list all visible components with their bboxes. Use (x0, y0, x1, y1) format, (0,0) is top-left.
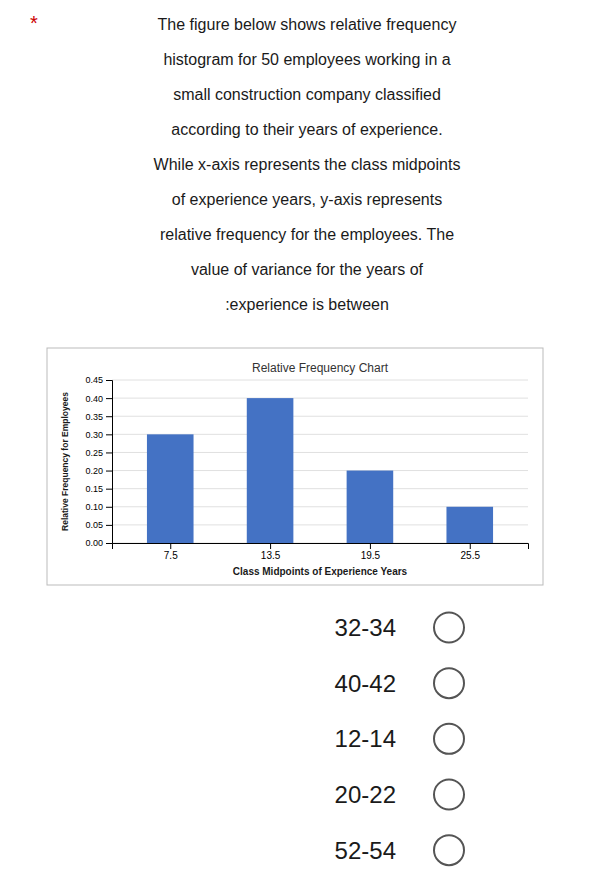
chart-title: Relative Frequency Chart (252, 361, 389, 375)
question-line: histogram for 50 employees working in a (163, 51, 450, 68)
y-tick-mark (106, 525, 112, 526)
x-tick: 19.5 (361, 543, 381, 561)
option-label[interactable]: 52-54 (335, 837, 396, 864)
y-axis: 0.00 0.05 0.10 0.15 0.20 0.25 0.30 0.35 0.40 0.45 (85, 375, 112, 548)
y-tick-label: 0.25 (85, 448, 103, 458)
x-tick-mark (170, 543, 171, 549)
y-tick: 0.45 (85, 375, 112, 385)
bar (347, 471, 394, 543)
question-line: relative frequency for the employees. Th… (160, 226, 454, 243)
x-tick-label: 7.5 (164, 550, 178, 561)
y-tick-label: 0.45 (85, 375, 103, 385)
grid-line (112, 416, 528, 417)
bullet: * (30, 12, 38, 34)
option-label[interactable]: 32-34 (335, 614, 396, 641)
y-tick: 0.40 (85, 393, 112, 403)
option-label[interactable]: 40-42 (335, 670, 396, 697)
y-tick-mark (106, 471, 112, 472)
x-tick-mark (270, 543, 271, 549)
y-tick: 0.25 (85, 448, 112, 458)
grid-line (112, 398, 528, 399)
page: * The figure below shows relative frequen… (0, 0, 591, 893)
y-tick: 0.15 (85, 484, 112, 494)
option-radio[interactable] (434, 779, 464, 809)
x-tick: 7.5 (164, 543, 178, 561)
y-tick: 0.00 (85, 538, 112, 548)
x-tick: 25.5 (461, 543, 481, 561)
y-tick: 0.20 (85, 466, 112, 476)
y-axis-title: Relative Frequency for Employees (60, 392, 70, 531)
option-label[interactable]: 20-22 (335, 781, 396, 808)
y-tick-label: 0.35 (85, 412, 103, 422)
y-tick-label: 0.40 (85, 393, 103, 403)
y-tick: 0.35 (85, 412, 112, 422)
x-axis-line (113, 544, 529, 550)
x-tick-label: 25.5 (461, 550, 481, 561)
option-radio[interactable] (434, 724, 464, 754)
x-tick-mark (470, 543, 471, 549)
x-tick-mark (370, 543, 371, 549)
x-tick-label: 19.5 (361, 550, 381, 561)
y-tick: 0.05 (85, 520, 112, 530)
option-radio[interactable] (434, 835, 464, 865)
y-tick-label: 0.05 (85, 520, 103, 530)
y-tick: 0.10 (85, 502, 112, 512)
bars (147, 398, 493, 543)
question-line: of experience years, y-axis represents (172, 191, 442, 208)
x-axis-title: Class Midpoints of Experience Years (233, 566, 408, 577)
y-tick: 0.30 (85, 430, 112, 440)
y-tick-mark (106, 507, 112, 508)
question-line: While x-axis represents the class midpoi… (154, 156, 461, 173)
option-label[interactable]: 12-14 (335, 725, 396, 752)
y-axis-line (106, 381, 113, 544)
bar (247, 398, 294, 543)
question-line: The figure below shows relative frequenc… (158, 16, 457, 33)
y-tick-label: 0.15 (85, 484, 103, 494)
x-tick: 13.5 (261, 543, 281, 561)
option-radio[interactable] (434, 613, 464, 643)
question-line: :experience is between (225, 296, 389, 313)
x-tick-label: 13.5 (261, 550, 281, 561)
y-tick-label: 0.10 (85, 502, 103, 512)
grid-line (112, 380, 528, 381)
option-radio[interactable] (434, 668, 464, 698)
y-tick-label: 0.00 (85, 538, 103, 548)
bar (446, 507, 493, 543)
y-tick-label: 0.20 (85, 466, 103, 476)
question-line: value of variance for the years of (191, 261, 424, 278)
y-tick-mark (106, 416, 112, 417)
chart-frame (47, 348, 543, 585)
y-tick-mark (106, 489, 112, 490)
bar (147, 434, 194, 543)
y-tick-mark (106, 434, 112, 435)
y-tick-mark (106, 398, 112, 399)
y-tick-label: 0.30 (85, 430, 103, 440)
question-line: according to their years of experience. (171, 121, 442, 138)
question-line: small construction company classified (173, 86, 441, 103)
y-tick-mark (106, 452, 112, 453)
y-tick-mark (106, 380, 112, 381)
y-tick-mark (106, 543, 112, 544)
x-axis: 7.5 13.5 19.5 25.5 (113, 543, 529, 561)
grid (112, 380, 528, 543)
